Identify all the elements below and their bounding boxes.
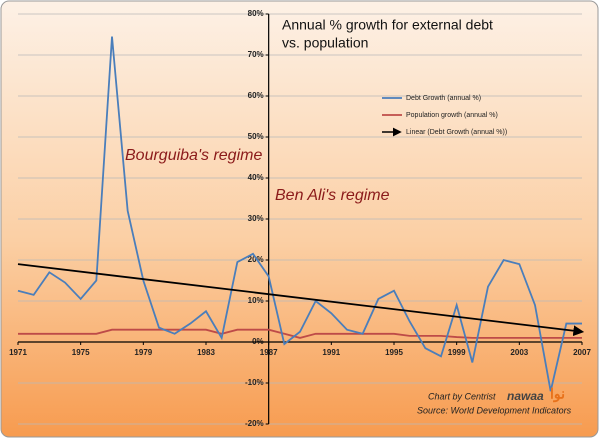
y-tick-label: -10%: [245, 378, 264, 387]
annotation: Ben Ali's regime: [275, 187, 390, 204]
y-tick-label: 50%: [248, 132, 264, 141]
y-tick-label: 30%: [248, 214, 264, 223]
chart-title: vs. population: [282, 35, 368, 51]
legend-label: Linear (Debt Growth (annual %)): [406, 129, 507, 136]
x-tick-label: 2003: [510, 348, 528, 357]
x-tick-label: 1971: [9, 348, 27, 357]
series-line: [17, 36, 582, 392]
legend-label: Population growth (annual %): [406, 112, 498, 119]
credit: Chart by Centrist: [428, 391, 496, 401]
source: Source: World Development Indicators: [417, 405, 572, 415]
chart-title: Annual % growth for external debt: [282, 17, 493, 33]
y-tick-label: 20%: [248, 255, 264, 264]
x-tick-label: 2007: [573, 348, 591, 357]
y-tick-label: 40%: [248, 173, 264, 182]
trend-line: [17, 263, 585, 337]
y-tick-label: 70%: [248, 50, 264, 59]
series-line: [18, 328, 582, 339]
x-tick-label: 1995: [385, 348, 403, 357]
legend-label: Debt Growth (annual %): [406, 95, 481, 102]
x-tick-label: 1979: [134, 348, 152, 357]
logo-text: nawaa: [507, 389, 544, 403]
y-tick-label: 10%: [248, 296, 264, 305]
logo-arabic: نوا: [550, 386, 565, 403]
y-tick-label: -20%: [245, 419, 264, 428]
x-tick-label: 1999: [448, 348, 466, 357]
x-tick-label: 1975: [72, 348, 90, 357]
y-tick-label: 60%: [248, 91, 264, 100]
x-tick-label: 1983: [197, 348, 215, 357]
x-tick-label: 1991: [322, 348, 340, 357]
annotation: Bourguiba's regime: [125, 147, 262, 164]
y-tick-label: 80%: [248, 9, 264, 18]
